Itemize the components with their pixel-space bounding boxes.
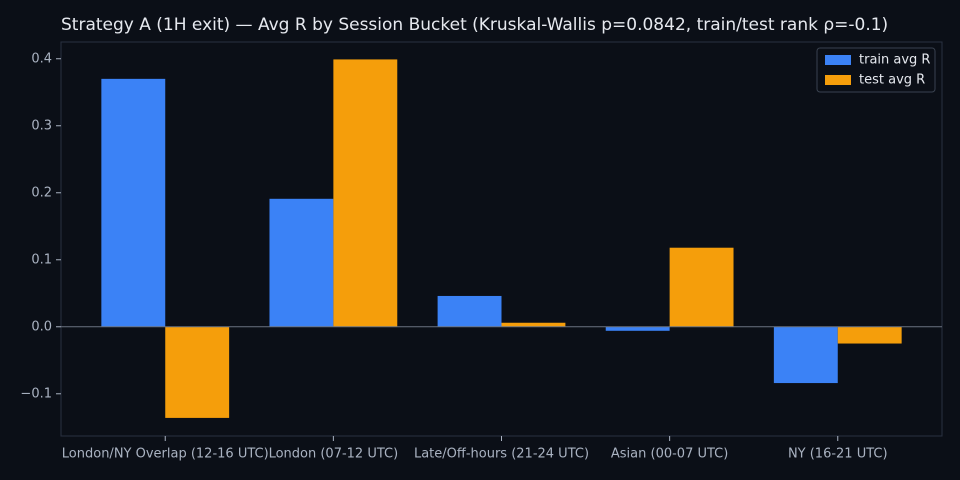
bar	[101, 78, 166, 327]
x-tick-label: Late/Off-hours (21-24 UTC)	[414, 447, 589, 462]
y-tick-label: 0.2	[31, 185, 52, 200]
legend-swatch	[825, 55, 851, 65]
legend-label: train avg R	[859, 53, 930, 68]
chart-title: Strategy A (1H exit) — Avg R by Session …	[61, 15, 888, 35]
y-tick-label: −0.1	[20, 386, 52, 401]
bar	[165, 326, 230, 418]
bar	[501, 322, 566, 327]
y-tick-label: 0.0	[31, 319, 52, 334]
x-tick-label: London (07-12 UTC)	[269, 447, 399, 462]
x-tick-label: Asian (00-07 UTC)	[611, 447, 728, 462]
x-tick-label: NY (16-21 UTC)	[788, 447, 888, 462]
bar	[269, 198, 334, 327]
bar	[437, 295, 502, 327]
y-tick-label: 0.3	[31, 118, 52, 133]
bar	[333, 59, 398, 327]
legend-swatch	[825, 75, 851, 85]
x-tick-label: London/NY Overlap (12-16 UTC)	[62, 447, 269, 462]
y-tick-label: 0.4	[31, 51, 52, 66]
bar	[669, 247, 734, 327]
bar	[605, 326, 670, 331]
y-tick-label: 0.1	[31, 252, 52, 267]
bar	[773, 326, 838, 384]
legend-label: test avg R	[859, 73, 925, 88]
bar	[837, 326, 902, 344]
